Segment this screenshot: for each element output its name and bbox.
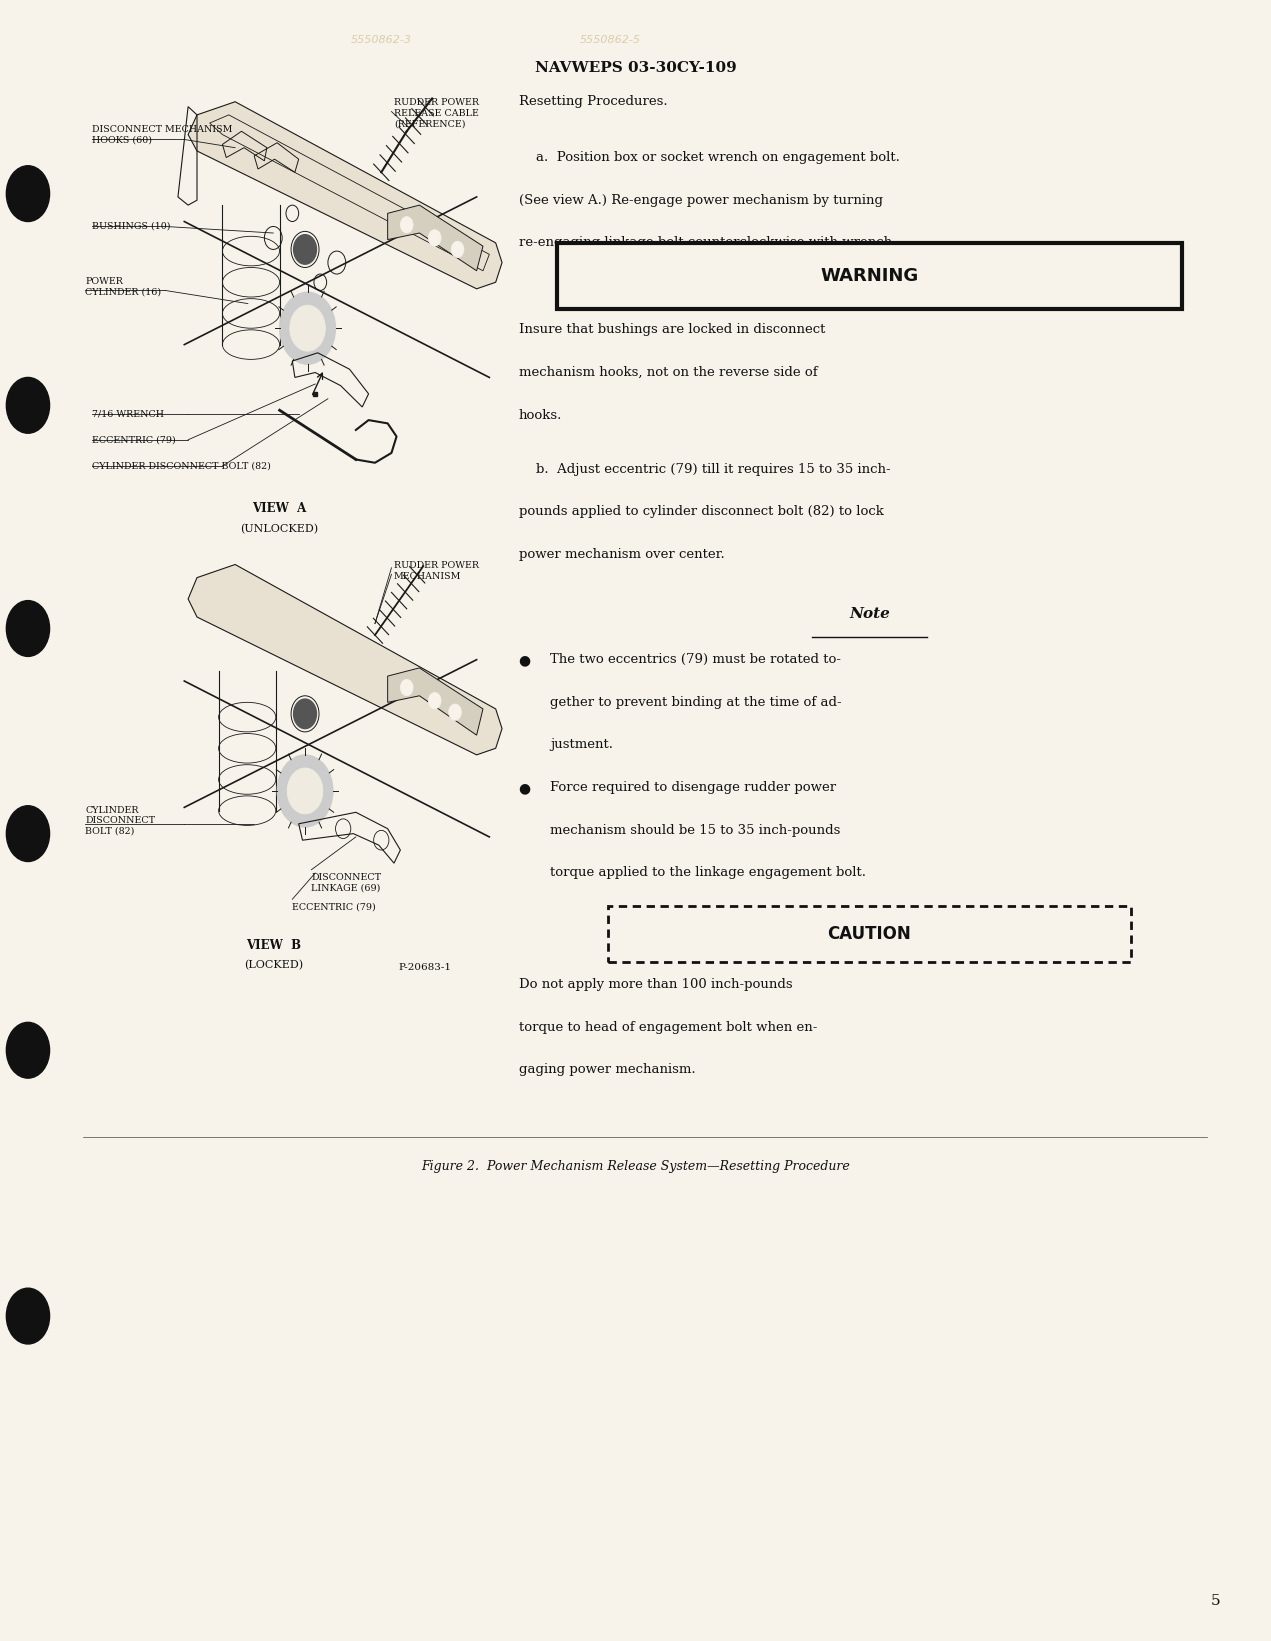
Bar: [608, 906, 1131, 962]
Text: pounds applied to cylinder disconnect bolt (82) to lock: pounds applied to cylinder disconnect bo…: [519, 505, 883, 519]
Text: 5550862-5: 5550862-5: [580, 34, 641, 44]
Circle shape: [280, 292, 336, 364]
Polygon shape: [388, 668, 483, 735]
Text: mechanism hooks, not on the reverse side of: mechanism hooks, not on the reverse side…: [519, 366, 817, 379]
Text: CYLINDER DISCONNECT BOLT (82): CYLINDER DISCONNECT BOLT (82): [92, 461, 271, 471]
Text: Do not apply more than 100 inch-pounds: Do not apply more than 100 inch-pounds: [519, 978, 792, 991]
Text: justment.: justment.: [550, 738, 614, 752]
Circle shape: [449, 704, 461, 720]
Polygon shape: [388, 205, 483, 271]
Text: mechanism should be 15 to 35 inch-pounds: mechanism should be 15 to 35 inch-pounds: [550, 824, 840, 837]
Circle shape: [428, 693, 441, 709]
Text: ECCENTRIC (79): ECCENTRIC (79): [92, 435, 175, 445]
Text: gether to prevent binding at the time of ad-: gether to prevent binding at the time of…: [550, 696, 841, 709]
Text: 5: 5: [1210, 1593, 1220, 1608]
Text: re-engaging linkage bolt counterclockwise with wrench.: re-engaging linkage bolt counterclockwis…: [519, 236, 896, 249]
Circle shape: [6, 601, 50, 656]
Circle shape: [6, 377, 50, 433]
Text: Resetting Procedures.: Resetting Procedures.: [519, 95, 667, 108]
Text: Insure that bushings are locked in disconnect: Insure that bushings are locked in disco…: [519, 323, 825, 336]
Text: CAUTION: CAUTION: [827, 926, 911, 942]
Text: BUSHINGS (10): BUSHINGS (10): [92, 222, 170, 231]
Text: DISCONNECT
LINKAGE (69): DISCONNECT LINKAGE (69): [311, 873, 381, 893]
Text: VIEW  A: VIEW A: [253, 502, 306, 515]
Text: gaging power mechanism.: gaging power mechanism.: [519, 1063, 695, 1076]
Text: b.  Adjust eccentric (79) till it requires 15 to 35 inch-: b. Adjust eccentric (79) till it require…: [519, 463, 890, 476]
Circle shape: [400, 679, 413, 696]
Text: torque applied to the linkage engagement bolt.: torque applied to the linkage engagement…: [550, 866, 867, 880]
Circle shape: [294, 235, 316, 264]
Polygon shape: [188, 102, 502, 289]
Text: DISCONNECT MECHANISM
HOOKS (60): DISCONNECT MECHANISM HOOKS (60): [92, 125, 231, 144]
Circle shape: [428, 230, 441, 246]
Polygon shape: [188, 565, 502, 755]
Circle shape: [287, 768, 323, 814]
Text: RUDDER POWER
RELEASE CABLE
(REFERENCE): RUDDER POWER RELEASE CABLE (REFERENCE): [394, 98, 479, 128]
Circle shape: [6, 166, 50, 222]
Text: (UNLOCKED): (UNLOCKED): [240, 523, 319, 533]
Circle shape: [400, 217, 413, 233]
Text: (See view A.) Re-engage power mechanism by turning: (See view A.) Re-engage power mechanism …: [519, 194, 882, 207]
Circle shape: [290, 305, 325, 351]
Circle shape: [277, 755, 333, 827]
Circle shape: [6, 1288, 50, 1344]
Text: torque to head of engagement bolt when en-: torque to head of engagement bolt when e…: [519, 1021, 817, 1034]
Bar: [557, 243, 1182, 309]
Text: RUDDER POWER
MECHANISM: RUDDER POWER MECHANISM: [394, 561, 479, 581]
Text: WARNING: WARNING: [820, 267, 919, 284]
Circle shape: [6, 1022, 50, 1078]
Text: The two eccentrics (79) must be rotated to-: The two eccentrics (79) must be rotated …: [550, 653, 841, 666]
Text: ●: ●: [519, 653, 531, 668]
Text: VIEW  B: VIEW B: [245, 939, 301, 952]
Circle shape: [294, 699, 316, 729]
Text: power mechanism over center.: power mechanism over center.: [519, 548, 724, 561]
Circle shape: [6, 806, 50, 862]
Text: Force required to disengage rudder power: Force required to disengage rudder power: [550, 781, 836, 794]
Text: POWER
CYLINDER (16): POWER CYLINDER (16): [85, 277, 161, 297]
Text: 7/16 WRENCH: 7/16 WRENCH: [92, 409, 164, 418]
Text: (LOCKED): (LOCKED): [244, 960, 302, 970]
Text: P-20683-1: P-20683-1: [398, 963, 451, 971]
Circle shape: [451, 241, 464, 258]
Text: a.  Position box or socket wrench on engagement bolt.: a. Position box or socket wrench on enga…: [519, 151, 900, 164]
Text: ●: ●: [519, 781, 531, 796]
Text: CYLINDER
DISCONNECT
BOLT (82): CYLINDER DISCONNECT BOLT (82): [85, 806, 155, 835]
Text: hooks.: hooks.: [519, 409, 562, 422]
Text: ECCENTRIC (79): ECCENTRIC (79): [292, 903, 376, 911]
Text: Figure 2.  Power Mechanism Release System—Resetting Procedure: Figure 2. Power Mechanism Release System…: [421, 1160, 850, 1173]
Text: 5550862-3: 5550862-3: [351, 34, 412, 44]
Text: Note: Note: [849, 607, 890, 622]
Text: NAVWEPS 03-30CY-109: NAVWEPS 03-30CY-109: [535, 61, 736, 75]
